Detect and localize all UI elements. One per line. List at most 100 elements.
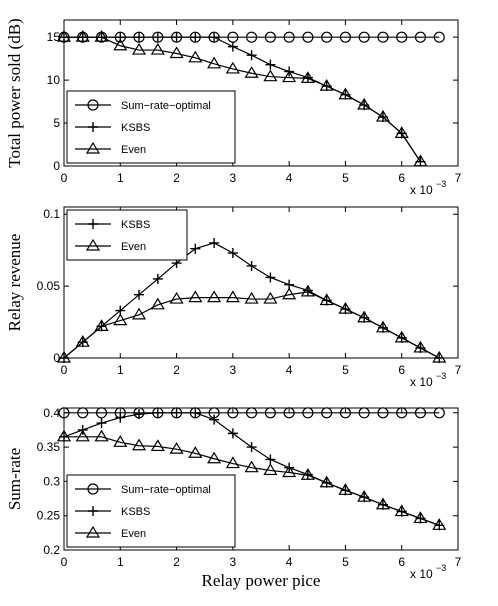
- series-line: [64, 436, 440, 526]
- marker-triangle: [131, 438, 147, 451]
- marker-circle: [358, 31, 370, 43]
- marker-triangle: [394, 504, 409, 517]
- x-exponent: −3: [436, 371, 446, 381]
- x-tick-label: 3: [230, 555, 237, 569]
- series-line: [63, 291, 440, 359]
- legend-box: [66, 209, 188, 261]
- x-tick-label: 7: [455, 171, 462, 185]
- marker-circle: [414, 31, 427, 43]
- marker-triangle: [169, 441, 184, 454]
- marker-triangle: [413, 511, 428, 524]
- marker-plus: [134, 409, 145, 420]
- legend: Sum−rate−optimal KSBS Even: [66, 474, 236, 548]
- marker-plus: [171, 32, 182, 43]
- x-tick-label: 1: [117, 171, 124, 185]
- y-axis-label: Total power sold (dB): [5, 18, 24, 167]
- marker-triangle: [113, 435, 128, 447]
- x-tick-label: 5: [342, 555, 349, 569]
- marker-circle: [264, 31, 276, 43]
- marker-triangle: [263, 463, 278, 476]
- marker-triangle: [338, 483, 353, 495]
- y-tick-label: 0.4: [43, 406, 60, 420]
- marker-plus: [246, 260, 257, 271]
- legend: KSBS Even: [66, 209, 188, 261]
- marker-triangle: [188, 446, 203, 458]
- marker-circle: [396, 31, 408, 43]
- x-tick-label: 2: [173, 555, 180, 569]
- x-tick-label: 6: [398, 363, 405, 377]
- marker-triangle: [263, 69, 278, 82]
- marker-triangle: [282, 287, 297, 300]
- marker-plus: [152, 407, 163, 418]
- marker-triangle: [300, 468, 315, 480]
- marker-triangle: [131, 42, 147, 55]
- marker-triangle: [94, 319, 109, 331]
- legend-label: KSBS: [121, 122, 150, 134]
- x-exponent: −3: [436, 563, 446, 573]
- marker-plus: [209, 237, 220, 248]
- marker-triangle: [432, 518, 447, 530]
- legend-label: Even: [121, 241, 146, 253]
- legend-label: KSBS: [121, 219, 150, 231]
- marker-triangle: [94, 30, 109, 42]
- marker-triangle: [150, 439, 165, 452]
- marker-triangle: [357, 490, 372, 502]
- marker-plus: [96, 418, 107, 429]
- marker-circle: [283, 31, 295, 43]
- marker-triangle: [244, 460, 259, 473]
- marker-plus: [284, 462, 295, 473]
- marker-circle: [377, 31, 389, 43]
- marker-triangle: [263, 291, 278, 304]
- marker-plus: [209, 32, 220, 43]
- marker-plus: [134, 289, 145, 300]
- marker-triangle: [56, 350, 72, 363]
- marker-triangle: [357, 97, 372, 110]
- marker-triangle: [375, 497, 391, 510]
- marker-triangle: [319, 475, 334, 488]
- marker-triangle: [150, 42, 165, 55]
- legend: Sum−rate−optimal KSBS Even: [66, 90, 236, 164]
- y-tick-label: 5: [53, 116, 60, 130]
- marker-plus: [88, 219, 98, 229]
- axes-box: [63, 407, 459, 551]
- marker-triangle: [244, 66, 259, 78]
- legend-label: KSBS: [121, 506, 150, 518]
- marker-triangle: [85, 141, 101, 154]
- x-multiplier: x 10: [410, 375, 433, 389]
- marker-triangle: [150, 297, 165, 310]
- x-multiplier: x 10: [410, 567, 433, 581]
- marker-triangle: [244, 291, 259, 304]
- marker-triangle: [207, 290, 222, 303]
- marker-triangle: [432, 350, 447, 363]
- marker-plus: [246, 442, 257, 453]
- x-tick-label: 4: [286, 171, 293, 185]
- y-axis-label: Sum-rate: [5, 448, 24, 510]
- x-tick-label: 3: [230, 363, 237, 377]
- marker-plus: [265, 272, 276, 283]
- x-multiplier: x 10: [410, 183, 433, 197]
- legend-label: Sum−rate−optimal: [121, 484, 211, 496]
- marker-triangle: [338, 87, 353, 100]
- marker-plus: [88, 122, 98, 132]
- x-exponent: −3: [436, 179, 446, 189]
- marker-triangle: [131, 307, 147, 320]
- marker-triangle: [75, 30, 90, 42]
- marker-circle: [302, 31, 314, 43]
- marker-plus: [246, 50, 257, 61]
- y-tick-label: 0: [53, 159, 60, 173]
- x-tick-label: 6: [398, 171, 405, 185]
- x-tick-label: 4: [286, 555, 293, 569]
- marker-triangle: [338, 301, 353, 314]
- marker-circle: [433, 31, 445, 43]
- marker-triangle: [169, 46, 184, 59]
- marker-circle: [246, 31, 258, 43]
- x-tick-label: 1: [117, 363, 124, 377]
- marker-triangle: [394, 126, 409, 138]
- marker-triangle: [375, 109, 391, 122]
- marker-triangle: [113, 38, 128, 51]
- x-tick-label: 2: [173, 171, 180, 185]
- x-tick-label: 0: [61, 555, 68, 569]
- marker-triangle: [207, 56, 222, 69]
- marker-triangle: [85, 525, 101, 538]
